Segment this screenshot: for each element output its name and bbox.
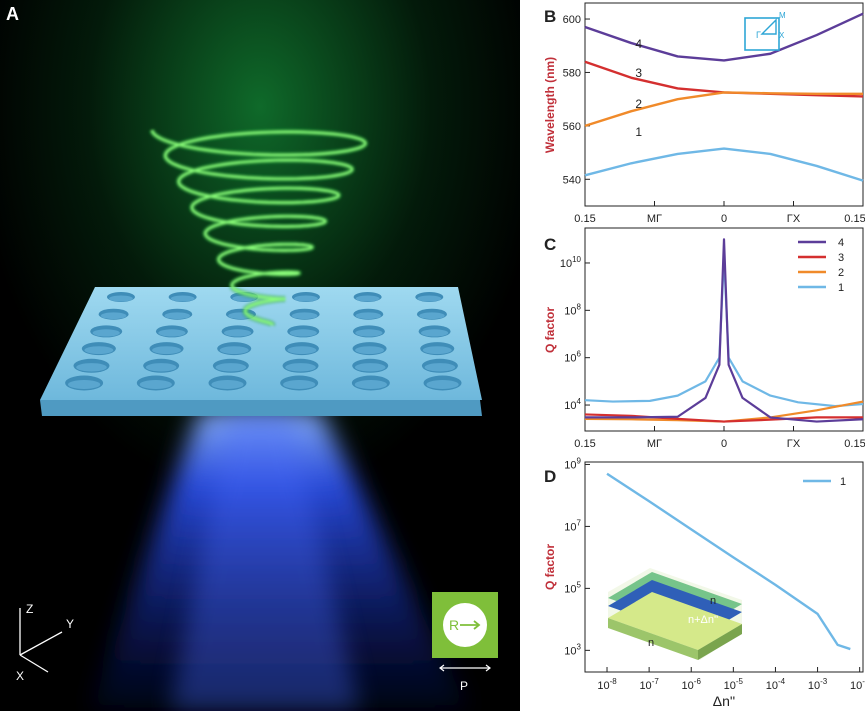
green-vortex-beam — [149, 128, 369, 327]
chart-b-ylabel: Wavelength (nm) — [543, 57, 557, 153]
chart-d-ytick-label: 109 — [564, 456, 581, 471]
chart-b-series-label-2: 2 — [635, 97, 642, 111]
panel-label-c: C — [544, 235, 556, 254]
chart-c-xtick-label: 0.15 — [574, 438, 595, 450]
inset-layer-top: n — [710, 595, 716, 607]
chart-b-xtick-label: ΓX — [787, 213, 801, 225]
panel-label-b: B — [544, 7, 556, 26]
chart-d-ytick-label: 105 — [564, 580, 581, 595]
chart-b-ytick-label: 540 — [563, 174, 581, 186]
chart-c-ytick-label: 104 — [564, 397, 581, 412]
chart-d-ytick-label: 107 — [564, 518, 581, 533]
chart-b-xtick-label: 0 — [721, 213, 727, 225]
inset-x-label: X — [779, 31, 785, 40]
unit-cell-r-label: R — [449, 617, 459, 633]
axis-x-label: X — [16, 669, 24, 683]
chart-b-ytick-label: 560 — [563, 121, 581, 133]
chart-c-ylabel: Q factor — [543, 307, 557, 353]
chart-d-xtick-label: 10-5 — [724, 677, 744, 692]
chart-c-ytick-label: 108 — [564, 302, 581, 317]
chart-c-legend-label-3: 3 — [838, 252, 844, 264]
chart-c-ytick-label: 1010 — [560, 255, 582, 270]
inset-gamma-label: Γ — [756, 30, 761, 40]
chart-d-xtick-label: 10-2 — [850, 677, 865, 692]
chart-b-series-label-1: 1 — [635, 125, 642, 139]
chart-d-ytick-label: 103 — [564, 642, 581, 657]
chart-c-xtick-label: 0 — [721, 438, 727, 450]
chart-c-series-line-4 — [585, 238, 864, 423]
chart-d-xtick-label: 10-6 — [682, 677, 702, 692]
chart-d-xtick-label: 10-7 — [639, 677, 659, 692]
panel-a-illustration: A Z Y X R P — [0, 0, 520, 711]
chart-d-xlabel: Δn'' — [713, 693, 735, 709]
chart-c-legend-label-2: 2 — [838, 267, 844, 279]
chart-b-series-line-2 — [584, 91, 863, 128]
chart-c-xtick-label: MΓ — [647, 438, 662, 450]
chart-c-series-line-1 — [584, 254, 864, 408]
brillouin-zone-inset — [744, 17, 780, 51]
chart-b-series-label-4: 4 — [635, 37, 642, 51]
chart-b-xtick-label: 0.15 — [574, 213, 595, 225]
inset-layer-middle: n+Δn'' — [688, 614, 718, 626]
chart-d-frame — [584, 461, 864, 673]
unit-cell-inset — [432, 592, 498, 672]
chart-c-xtick-label: 0.15 — [844, 438, 865, 450]
photonic-crystal-slab — [40, 287, 482, 416]
axis-z-label: Z — [26, 602, 33, 616]
chart-d-xtick-label: 10-4 — [766, 677, 786, 692]
chart-d-series-line-1 — [606, 472, 851, 651]
chart-c-xtick-label: ΓX — [787, 438, 801, 450]
chart-d-ylabel: Q factor — [543, 544, 557, 590]
axes-triad — [19, 608, 63, 673]
period-label: P — [460, 679, 468, 693]
chart-c-legend-label-4: 4 — [838, 237, 844, 249]
chart-b-ytick-label: 600 — [563, 14, 581, 26]
chart-b-series-line-3 — [584, 60, 864, 98]
chart-c-legend-label-1: 1 — [838, 282, 844, 294]
inset-layer-bottom: n — [648, 637, 654, 649]
panel-label-a: A — [6, 4, 19, 24]
chart-b-series-line-4 — [584, 12, 864, 62]
chart-c-ytick-label: 106 — [564, 350, 581, 365]
chart-b-xtick-label: 0.15 — [844, 213, 865, 225]
charts-panel: B C D Wavelength (nm) Q factor Q factor … — [543, 2, 865, 709]
panel-label-d: D — [544, 467, 556, 486]
chart-d-xtick-label: 10-3 — [808, 677, 828, 692]
axis-y-label: Y — [66, 617, 74, 631]
chart-c-series-line-3 — [584, 413, 863, 423]
chart-d-xtick-label: 10-8 — [597, 677, 617, 692]
vortex-spiral — [150, 129, 367, 326]
chart-b-series-line-1 — [584, 147, 864, 182]
layered-slab-inset — [608, 568, 742, 660]
chart-b-xtick-label: MΓ — [647, 213, 662, 225]
chart-d-legend-label-1: 1 — [840, 476, 846, 488]
chart-b-ytick-label: 580 — [563, 67, 581, 79]
chart-b-series-label-3: 3 — [635, 66, 642, 80]
inset-m-label: M — [779, 11, 786, 20]
